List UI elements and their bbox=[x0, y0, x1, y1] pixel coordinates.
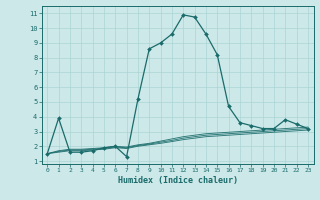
X-axis label: Humidex (Indice chaleur): Humidex (Indice chaleur) bbox=[118, 176, 237, 185]
